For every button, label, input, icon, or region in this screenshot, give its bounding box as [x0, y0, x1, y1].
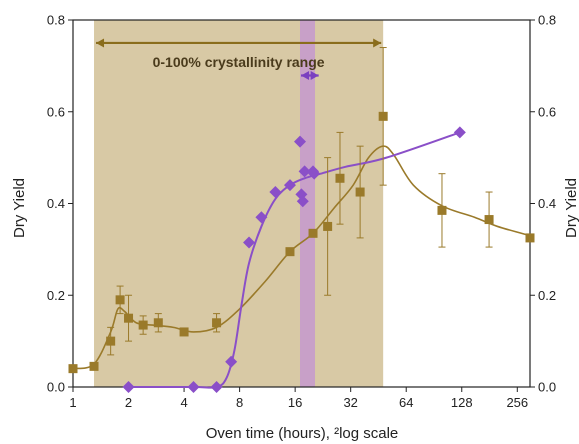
diamond-point-3 — [225, 355, 238, 368]
square-point-7 — [179, 327, 189, 337]
diamond-point-2 — [210, 381, 223, 393]
annotation-arrowhead-right-0 — [373, 38, 382, 48]
y-axis-title-right: Dry Yield — [563, 178, 579, 238]
x-tick-label-8: 256 — [506, 395, 528, 410]
x-tick-label-3: 8 — [236, 395, 243, 410]
y-tick-label-left-2: 0.4 — [47, 196, 65, 211]
tick-labels: 1 2 4 8 16 32 64 128 256 0.0 0.0 0.2 0.2 0.4 0.4 0.6 0.6… — [47, 13, 556, 411]
shaded-region-1 — [300, 20, 316, 387]
square-point-6 — [153, 318, 163, 328]
series-curve-0 — [72, 145, 531, 370]
y-tick-label-right-0: 0.0 — [538, 380, 556, 395]
y-tick-label-left-1: 0.2 — [47, 288, 65, 303]
x-tick-label-2: 4 — [180, 395, 187, 410]
square-point-0 — [68, 364, 78, 374]
y-tick-label-right-4: 0.8 — [538, 13, 556, 28]
annotation-arrowhead-left-0 — [96, 38, 105, 48]
square-point-11 — [323, 221, 333, 231]
x-tick-label-1: 2 — [125, 395, 132, 410]
square-point-2 — [106, 336, 116, 346]
plot-axes — [68, 19, 535, 392]
x-tick-label-4: 16 — [288, 395, 302, 410]
diamond-point-1 — [187, 381, 200, 393]
x-tick-label-6: 64 — [399, 395, 413, 410]
diamond-point-7 — [283, 179, 296, 192]
y-tick-label-left-4: 0.8 — [47, 13, 65, 28]
y-tick-label-left-0: 0.0 — [47, 380, 65, 395]
y-tick-label-left-3: 0.6 — [47, 104, 65, 119]
diamond-point-0 — [122, 381, 135, 393]
y-tick-label-right-2: 0.4 — [538, 196, 556, 211]
square-point-10 — [308, 228, 318, 238]
square-point-14 — [378, 111, 388, 121]
square-point-5 — [138, 320, 148, 330]
diamond-point-6 — [269, 186, 282, 199]
y-axis-title-left: Dry Yield — [11, 178, 28, 238]
square-point-12 — [335, 173, 345, 183]
annotation-arrowhead-left-1 — [301, 71, 310, 81]
square-point-15 — [437, 205, 447, 215]
diamond-point-13 — [308, 167, 321, 180]
square-point-3 — [115, 295, 125, 305]
diamond-point-10 — [296, 195, 309, 208]
x-tick-label-5: 32 — [343, 395, 357, 410]
diamond-point-8 — [294, 135, 307, 148]
square-point-4 — [124, 313, 134, 323]
x-tick-label-7: 128 — [451, 395, 473, 410]
annotation-arrowhead-right-1 — [310, 71, 319, 81]
data-points — [68, 47, 535, 393]
diamond-point-14 — [453, 126, 466, 139]
diamond-point-5 — [255, 211, 268, 224]
annotation-label-0: 0-100% crystallinity range — [153, 54, 325, 70]
annotations: 0-100% crystallinity range — [96, 38, 382, 81]
x-axis-title: Oven time (hours), ²log scale — [206, 425, 399, 442]
square-point-13 — [355, 187, 365, 197]
square-point-9 — [285, 247, 295, 257]
square-point-16 — [484, 215, 494, 225]
square-point-8 — [212, 318, 222, 328]
y-tick-label-right-3: 0.6 — [538, 104, 556, 119]
x-tick-label-0: 1 — [69, 395, 76, 410]
square-point-1 — [89, 361, 99, 371]
diamond-point-11 — [298, 165, 311, 178]
square-point-17 — [525, 233, 535, 243]
diamond-point-4 — [243, 236, 256, 249]
y-tick-label-right-1: 0.2 — [538, 288, 556, 303]
